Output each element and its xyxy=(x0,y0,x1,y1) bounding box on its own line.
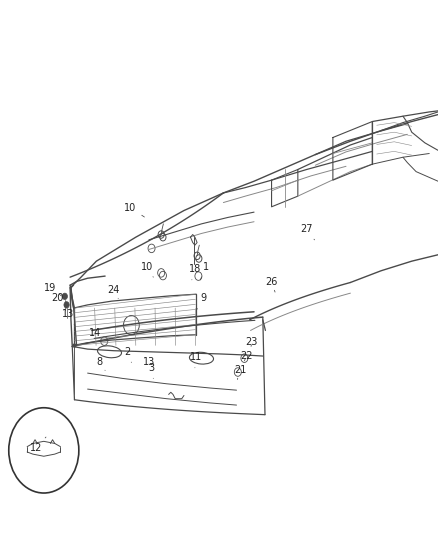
Text: 12: 12 xyxy=(30,437,46,453)
Text: 8: 8 xyxy=(97,358,105,370)
Text: 21: 21 xyxy=(234,366,246,379)
Text: 26: 26 xyxy=(265,278,278,292)
Text: 10: 10 xyxy=(124,203,145,217)
Text: 19: 19 xyxy=(44,283,61,296)
Text: 27: 27 xyxy=(300,224,314,240)
Text: 22: 22 xyxy=(240,351,252,361)
Text: 3: 3 xyxy=(148,363,154,378)
Text: 20: 20 xyxy=(51,294,65,306)
Text: 13: 13 xyxy=(62,310,74,325)
Circle shape xyxy=(62,293,67,300)
Text: 2: 2 xyxy=(124,347,131,362)
Text: 13: 13 xyxy=(143,358,155,370)
Text: 10: 10 xyxy=(141,262,153,277)
Text: 18: 18 xyxy=(189,264,201,280)
Text: 23: 23 xyxy=(246,337,258,347)
Text: 14: 14 xyxy=(89,328,102,341)
Text: 9: 9 xyxy=(197,294,207,309)
Circle shape xyxy=(64,302,69,308)
Text: 1: 1 xyxy=(200,262,209,280)
Text: 24: 24 xyxy=(107,286,119,298)
Text: 11: 11 xyxy=(190,352,202,368)
